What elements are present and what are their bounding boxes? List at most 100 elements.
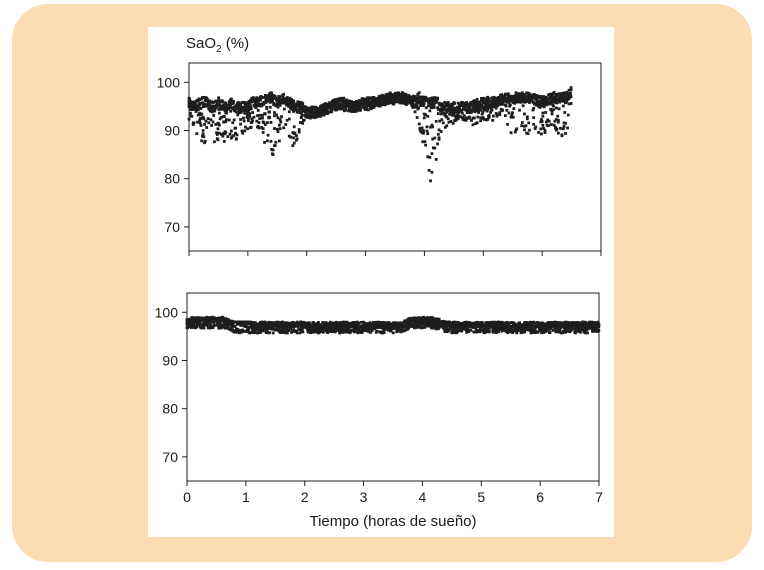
- data-point: [461, 116, 465, 120]
- data-point: [531, 108, 535, 112]
- data-point: [237, 108, 241, 112]
- data-point: [318, 111, 322, 115]
- figure-panel: 70 80 90 100 SaO2 (%) 70 80 90 100 0 1 2 3 4 5 6 7 Tiempo…: [148, 27, 614, 537]
- data-point: [486, 98, 490, 102]
- data-point: [413, 322, 417, 326]
- data-point: [453, 326, 457, 330]
- data-point: [316, 113, 319, 117]
- data-point: [352, 327, 356, 331]
- data-point: [555, 92, 559, 96]
- data-point: [475, 107, 478, 111]
- bottom-xtick-label-4: 4: [419, 489, 427, 505]
- data-point: [429, 102, 433, 105]
- data-point: [229, 136, 233, 140]
- data-point: [379, 97, 383, 101]
- data-point: [189, 323, 193, 327]
- data-point: [202, 117, 206, 121]
- data-point: [256, 114, 259, 117]
- data-point: [302, 320, 305, 324]
- data-point: [508, 97, 512, 101]
- data-point: [282, 126, 286, 130]
- data-point: [479, 119, 483, 123]
- data-point: [191, 316, 195, 320]
- data-point: [549, 95, 553, 99]
- data-point: [229, 109, 233, 113]
- data-point: [289, 327, 293, 331]
- data-point: [198, 113, 202, 117]
- data-point: [235, 322, 239, 326]
- bottom-xtick-label-2: 2: [301, 489, 309, 505]
- data-point: [537, 100, 541, 103]
- data-point: [514, 100, 518, 104]
- data-point: [432, 104, 436, 108]
- data-point: [240, 129, 244, 133]
- data-point: [398, 321, 402, 325]
- data-point: [467, 328, 471, 332]
- data-point: [551, 328, 555, 332]
- data-point: [496, 97, 500, 101]
- data-point: [521, 330, 525, 334]
- data-point: [369, 330, 373, 334]
- data-point: [485, 330, 488, 333]
- data-point: [249, 107, 253, 111]
- data-point: [504, 104, 508, 108]
- data-point: [352, 323, 356, 327]
- data-point: [457, 115, 461, 119]
- data-point: [266, 323, 269, 327]
- data-point: [393, 99, 396, 102]
- data-point: [213, 109, 216, 113]
- data-point: [585, 326, 589, 330]
- data-point: [523, 124, 526, 128]
- data-point: [466, 106, 470, 110]
- data-point: [257, 121, 261, 124]
- data-point: [290, 98, 293, 101]
- data-point: [463, 322, 467, 325]
- data-point: [408, 97, 412, 100]
- data-point: [354, 101, 358, 105]
- data-point: [508, 103, 512, 107]
- data-point: [193, 104, 197, 107]
- data-point: [398, 322, 402, 326]
- data-point: [298, 331, 302, 335]
- data-point: [564, 121, 567, 125]
- data-point: [290, 104, 294, 108]
- data-point: [433, 146, 437, 150]
- data-point: [302, 109, 305, 113]
- data-point: [504, 114, 507, 118]
- data-point: [564, 132, 567, 135]
- data-point: [301, 121, 305, 125]
- data-point: [358, 329, 362, 333]
- data-point: [290, 100, 293, 104]
- data-point: [291, 107, 295, 111]
- data-point: [265, 97, 269, 100]
- data-point: [487, 101, 490, 104]
- data-point: [396, 96, 400, 100]
- data-point: [234, 330, 238, 334]
- data-point: [289, 106, 293, 109]
- data-point: [559, 126, 562, 130]
- data-point: [527, 326, 531, 330]
- data-point: [533, 321, 536, 325]
- data-point: [478, 103, 482, 107]
- data-point: [511, 101, 515, 104]
- data-point: [540, 118, 543, 121]
- data-point: [333, 101, 336, 105]
- data-point: [266, 327, 269, 331]
- data-point: [360, 331, 364, 334]
- data-point: [379, 94, 382, 98]
- data-point: [460, 109, 464, 113]
- data-point: [429, 125, 432, 129]
- data-point: [271, 153, 275, 157]
- data-point: [291, 131, 295, 134]
- data-point: [324, 324, 327, 328]
- data-point: [344, 326, 348, 330]
- data-point: [233, 325, 237, 328]
- data-point: [539, 120, 543, 124]
- data-point: [492, 95, 496, 99]
- data-point: [340, 97, 344, 101]
- data-point: [522, 98, 526, 102]
- data-point: [196, 322, 199, 325]
- data-point: [222, 115, 226, 118]
- data-point: [552, 95, 556, 99]
- data-point: [421, 97, 425, 101]
